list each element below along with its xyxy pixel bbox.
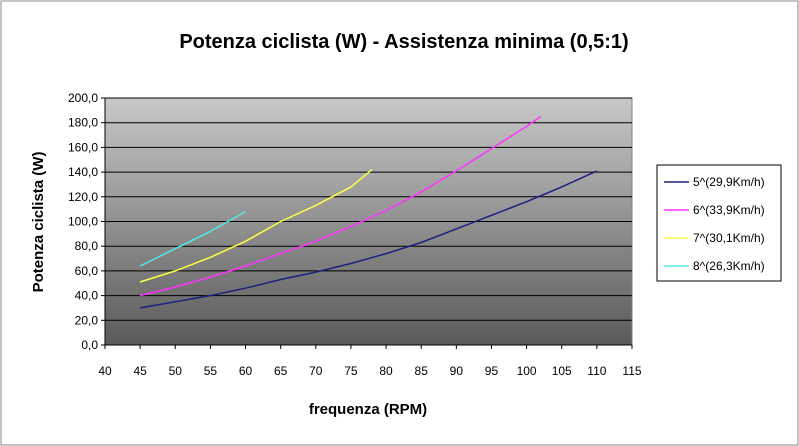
y-axis-title: Potenza ciclista (W) bbox=[30, 152, 47, 293]
y-tick-label: 100,0 bbox=[68, 215, 98, 229]
x-tick-label: 100 bbox=[517, 364, 537, 378]
legend-label: 8^(26,3Km/h) bbox=[693, 259, 765, 273]
x-tick-label: 45 bbox=[133, 364, 147, 378]
x-tick-label: 110 bbox=[587, 364, 606, 378]
y-tick-label: 20,0 bbox=[75, 313, 99, 327]
legend: 5^(29,9Km/h) 6^(33,9Km/h) 7^(30,1Km/h) 8^(2… bbox=[656, 164, 782, 282]
y-tick-label: 200,0 bbox=[68, 91, 98, 105]
x-tick-label: 50 bbox=[169, 364, 183, 378]
gridlines bbox=[105, 97, 632, 321]
x-axis-title: frequenza (RPM) bbox=[309, 401, 427, 418]
y-tick-label: 180,0 bbox=[68, 116, 98, 130]
x-tick-label: 80 bbox=[379, 364, 393, 378]
legend-label: 6^(33,9Km/h) bbox=[693, 203, 765, 217]
x-tick-label: 90 bbox=[450, 364, 464, 378]
y-tick-label: 40,0 bbox=[75, 289, 99, 303]
y-tick-label: 0,0 bbox=[81, 338, 98, 352]
series-lines bbox=[139, 115, 598, 309]
x-tick-label: 70 bbox=[309, 364, 323, 378]
series-line-7 bbox=[139, 169, 373, 283]
x-tick-label: 55 bbox=[204, 364, 218, 378]
series-line-5 bbox=[139, 170, 598, 309]
legend-label: 7^(30,1Km/h) bbox=[693, 231, 765, 245]
x-tick-label: 75 bbox=[344, 364, 358, 378]
legend-label: 5^(29,9Km/h) bbox=[693, 175, 765, 189]
y-tick-label: 160,0 bbox=[68, 140, 98, 154]
y-tick-label: 140,0 bbox=[68, 165, 98, 179]
axes: 0,0 20,0 40,0 60,0 80,0 100,0 120,0 140,0 160,0 1… bbox=[68, 91, 642, 378]
y-tick-label: 60,0 bbox=[75, 264, 99, 278]
x-tick-label: 65 bbox=[274, 364, 288, 378]
x-tick-label: 115 bbox=[622, 364, 641, 378]
series-line-8 bbox=[139, 210, 246, 267]
y-tick-label: 80,0 bbox=[75, 239, 99, 253]
x-tick-label: 95 bbox=[485, 364, 499, 378]
x-tick-label: 40 bbox=[98, 364, 112, 378]
legend-box bbox=[656, 164, 782, 282]
x-tick-label: 85 bbox=[415, 364, 429, 378]
series-line-6 bbox=[139, 115, 542, 297]
x-tick-label: 105 bbox=[552, 364, 572, 378]
y-tick-label: 120,0 bbox=[68, 190, 98, 204]
chart-title: Potenza ciclista (W) - Assistenza minima… bbox=[179, 31, 628, 53]
x-tick-label: 60 bbox=[239, 364, 253, 378]
